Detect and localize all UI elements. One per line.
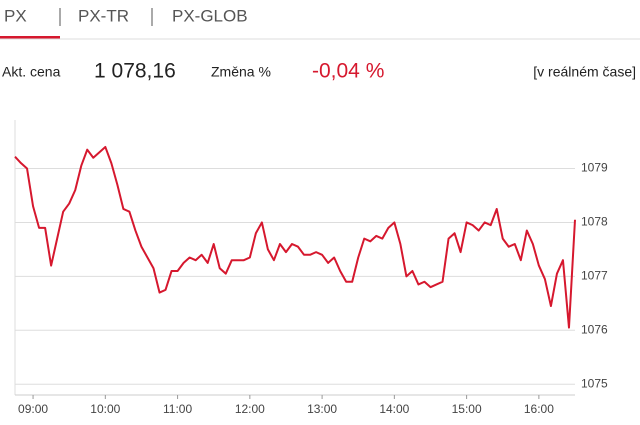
tab[interactable]: PX: [4, 6, 27, 25]
y-tick-label: 1076: [581, 322, 608, 336]
x-tick-label: 15:00: [452, 402, 482, 416]
x-tick-label: 11:00: [163, 402, 192, 416]
x-tick-label: 09:00: [18, 402, 48, 416]
y-tick-label: 1075: [581, 376, 608, 390]
x-tick-label: 13:00: [307, 402, 337, 416]
plot: 1075 1076 1077 1078 1079 09:00 10:00 11:00 12:00…: [14, 120, 608, 416]
x-tick-label: 12:00: [235, 402, 265, 416]
tab-underline: [0, 36, 60, 39]
tab[interactable]: PX-TR: [78, 6, 129, 25]
price-line: [14, 145, 576, 329]
y-tick-label: 1079: [581, 161, 608, 175]
x-tick-label: 16:00: [524, 402, 554, 416]
x-tick-label: 14:00: [379, 402, 409, 416]
price-label: Akt. cena: [2, 64, 61, 80]
change: -0,04 %: [312, 60, 384, 83]
x-tick-label: 10:00: [90, 402, 120, 416]
tab[interactable]: PX-GLOB: [172, 6, 248, 25]
y-tick-label: 1078: [581, 215, 608, 229]
y-tick-label: 1077: [581, 269, 608, 283]
change-label: Změna %: [211, 64, 271, 80]
price: 1 078,16: [94, 60, 176, 83]
realtime-note: [v reálném čase]: [533, 64, 636, 80]
